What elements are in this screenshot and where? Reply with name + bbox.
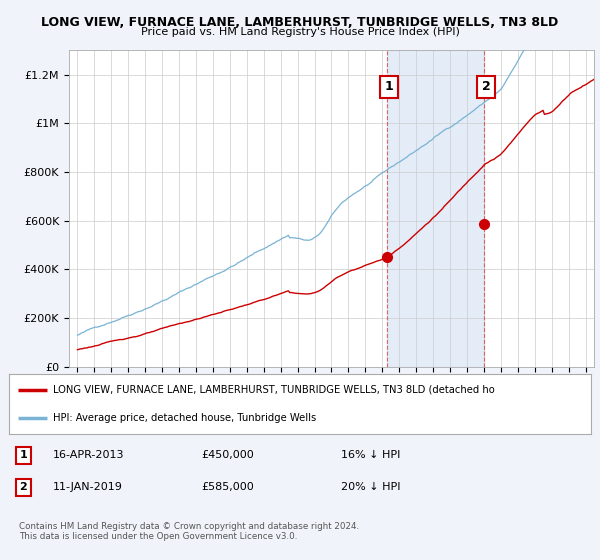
Text: 2: 2 bbox=[19, 482, 27, 492]
Text: Contains HM Land Registry data © Crown copyright and database right 2024.
This d: Contains HM Land Registry data © Crown c… bbox=[19, 522, 359, 541]
Text: 1: 1 bbox=[385, 81, 393, 94]
Text: 1: 1 bbox=[19, 450, 27, 460]
Text: 16% ↓ HPI: 16% ↓ HPI bbox=[341, 450, 400, 460]
Text: 20% ↓ HPI: 20% ↓ HPI bbox=[341, 482, 400, 492]
Text: LONG VIEW, FURNACE LANE, LAMBERHURST, TUNBRIDGE WELLS, TN3 8LD: LONG VIEW, FURNACE LANE, LAMBERHURST, TU… bbox=[41, 16, 559, 29]
Text: 2: 2 bbox=[482, 81, 490, 94]
Bar bbox=[387, 50, 484, 367]
Text: £585,000: £585,000 bbox=[201, 482, 254, 492]
Text: LONG VIEW, FURNACE LANE, LAMBERHURST, TUNBRIDGE WELLS, TN3 8LD (detached ho: LONG VIEW, FURNACE LANE, LAMBERHURST, TU… bbox=[53, 385, 494, 395]
Text: HPI: Average price, detached house, Tunbridge Wells: HPI: Average price, detached house, Tunb… bbox=[53, 413, 316, 423]
Text: 11-JAN-2019: 11-JAN-2019 bbox=[53, 482, 122, 492]
Text: £450,000: £450,000 bbox=[201, 450, 254, 460]
Text: 16-APR-2013: 16-APR-2013 bbox=[53, 450, 124, 460]
Text: Price paid vs. HM Land Registry's House Price Index (HPI): Price paid vs. HM Land Registry's House … bbox=[140, 27, 460, 37]
